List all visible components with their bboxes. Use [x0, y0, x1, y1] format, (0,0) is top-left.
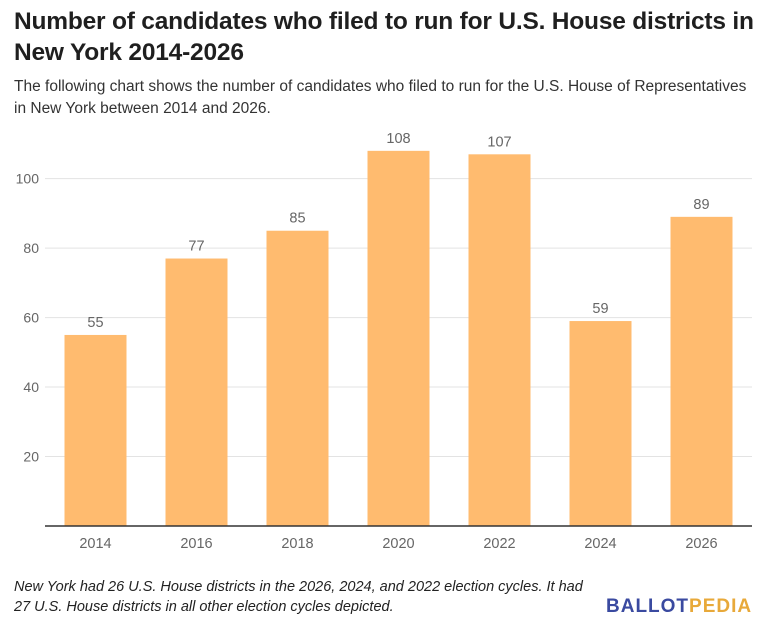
y-tick-label: 100	[16, 171, 40, 187]
x-tick-label: 2020	[382, 536, 414, 552]
value-label: 59	[592, 301, 608, 317]
logo-part-pedia: PEDIA	[689, 596, 753, 617]
bar	[266, 230, 329, 526]
x-tick-label: 2018	[281, 536, 313, 552]
ballotpedia-logo: BALLOTPEDIA	[606, 596, 752, 618]
y-tick-label: 20	[23, 449, 39, 465]
bar	[165, 258, 228, 526]
chart-title: Number of candidates who filed to run fo…	[14, 8, 754, 66]
y-tick-label: 80	[23, 240, 39, 256]
bar	[367, 150, 430, 526]
x-tick-label: 2016	[180, 536, 212, 552]
x-tick-label: 2024	[584, 536, 616, 552]
value-label: 89	[693, 197, 709, 213]
value-label: 108	[386, 131, 410, 147]
value-label: 77	[188, 239, 204, 255]
y-tick-label: 40	[23, 379, 39, 395]
x-tick-label: 2022	[483, 536, 515, 552]
chart-subtitle: The following chart shows the number of …	[14, 78, 747, 117]
bar	[569, 321, 632, 526]
bar	[468, 154, 531, 526]
logo-part-ballot: BALLOT	[606, 596, 690, 617]
x-tick-label: 2026	[685, 536, 717, 552]
bar	[64, 334, 127, 526]
y-tick-label: 60	[23, 310, 39, 326]
value-label: 55	[87, 315, 103, 331]
bar	[670, 216, 733, 526]
value-label: 107	[487, 134, 511, 150]
x-tick-label: 2014	[79, 536, 111, 552]
footnote: New York had 26 U.S. House districts in …	[14, 579, 583, 615]
value-label: 85	[289, 211, 305, 227]
